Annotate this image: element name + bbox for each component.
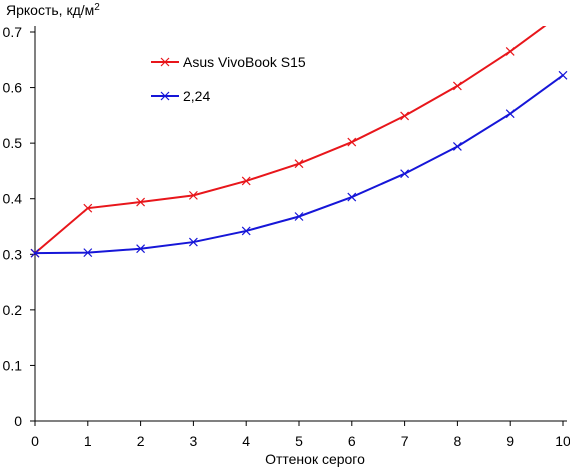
data-point-marker <box>505 47 515 56</box>
x-tick-label: 6 <box>348 433 356 449</box>
data-point-marker <box>136 197 146 207</box>
y-axis-title: Яркость, кд/м2 <box>6 2 100 18</box>
marker-stroke <box>241 176 251 186</box>
data-point-marker <box>241 176 251 186</box>
data-point-marker <box>347 192 357 202</box>
y-axis-ticks: 0 0.1 0.2 0.3 0.4 0.5 0.6 0.7 <box>3 24 35 429</box>
marker-stroke <box>188 237 198 247</box>
marker-stroke <box>400 111 410 121</box>
marker-stroke <box>83 203 93 213</box>
x-tick-label: 3 <box>190 433 198 449</box>
marker-stroke <box>30 248 40 258</box>
y-tick-label: 0.6 <box>3 80 23 96</box>
data-point-marker <box>136 244 146 254</box>
x-tick-label: 2 <box>137 433 145 449</box>
axes <box>34 26 567 422</box>
data-point-marker <box>188 190 198 200</box>
marker-stroke <box>136 244 146 254</box>
x-axis-ticks: 0 1 2 3 4 5 6 7 8 9 10 <box>31 421 570 449</box>
marker-stroke <box>188 190 198 200</box>
x-tick-label: 4 <box>242 433 250 449</box>
y-tick-label: 0.5 <box>3 135 23 151</box>
series-2 <box>30 70 568 258</box>
data-point-marker <box>294 212 304 221</box>
data-point-marker <box>30 248 40 258</box>
series-1 <box>30 9 567 258</box>
data-point-marker <box>83 203 93 213</box>
data-point-marker <box>294 159 304 169</box>
data-point-marker <box>83 248 93 258</box>
marker-stroke <box>241 226 251 236</box>
legend: Asus VivoBook S15 2,24 <box>151 54 306 104</box>
y-tick-label: 0.2 <box>3 302 23 318</box>
data-point-marker <box>452 81 462 91</box>
x-tick-label: 9 <box>506 433 514 449</box>
marker-stroke <box>400 169 410 179</box>
marker-stroke <box>294 159 304 169</box>
marker-stroke <box>558 70 568 80</box>
marker-stroke <box>505 47 515 56</box>
y-tick-label: 0 <box>14 413 22 429</box>
y-tick-label: 0.3 <box>3 246 23 262</box>
marker-stroke <box>347 192 357 202</box>
x-tick-label: 1 <box>84 433 92 449</box>
marker-stroke <box>136 197 146 207</box>
legend-label: Asus VivoBook S15 <box>183 54 306 70</box>
y-axis-title-superscript: 2 <box>94 2 100 13</box>
data-point-marker <box>188 237 198 247</box>
data-point-marker <box>558 70 568 80</box>
y-tick-label: 0.1 <box>3 357 23 373</box>
x-tick-label: 8 <box>454 433 462 449</box>
marker-stroke <box>559 9 567 17</box>
data-point-marker <box>400 111 410 121</box>
marker-stroke <box>294 212 304 221</box>
y-tick-label: 0.4 <box>3 191 23 207</box>
series-layer <box>30 9 568 258</box>
marker-stroke <box>452 81 462 91</box>
x-axis-title: Оттенок серого <box>265 451 365 467</box>
legend-item: Asus VivoBook S15 <box>151 54 306 70</box>
data-point-marker <box>347 137 357 147</box>
marker-stroke <box>347 137 357 147</box>
legend-marker-stroke <box>160 57 170 67</box>
x-tick-label: 10 <box>555 433 570 449</box>
marker-stroke <box>83 248 93 258</box>
data-point-marker <box>559 9 567 17</box>
marker-stroke <box>559 9 567 17</box>
legend-label: 2,24 <box>183 88 210 104</box>
data-point-marker <box>241 226 251 236</box>
legend-item: 2,24 <box>151 88 210 104</box>
legend-marker-stroke <box>160 91 170 101</box>
data-point-marker <box>452 142 462 151</box>
marker-stroke <box>505 109 515 119</box>
y-axis-title-text: Яркость, кд/м <box>6 2 94 18</box>
x-tick-label: 0 <box>31 433 39 449</box>
data-point-marker <box>400 169 410 179</box>
x-tick-label: 5 <box>295 433 303 449</box>
marker-stroke <box>452 142 462 151</box>
data-point-marker <box>505 109 515 119</box>
y-tick-label: 0.7 <box>3 24 23 40</box>
x-tick-label: 7 <box>401 433 409 449</box>
